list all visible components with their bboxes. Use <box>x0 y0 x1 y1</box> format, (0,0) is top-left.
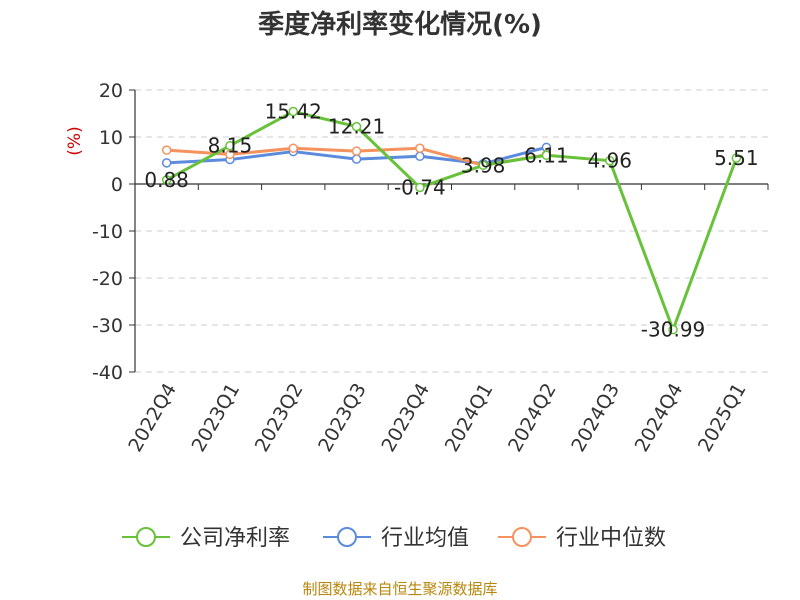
data-point <box>541 150 552 161</box>
x-tick-label: 2024Q1 <box>441 380 498 456</box>
data-point <box>288 106 298 117</box>
x-tick-label: 2023Q2 <box>251 380 308 456</box>
x-tick-label: 2023Q4 <box>377 380 434 456</box>
legend: 公司净利率 行业均值 行业中位数 <box>122 526 666 551</box>
data-point <box>415 182 425 193</box>
data-label: 3.98 <box>461 153 506 177</box>
data-point <box>415 151 425 162</box>
data-point <box>351 146 362 156</box>
x-tick-label: 2023Q1 <box>188 380 245 456</box>
y-tick-label: -10 <box>92 221 123 243</box>
data-point <box>225 140 235 151</box>
y-tick-label: -20 <box>92 268 123 290</box>
data-label: 15.42 <box>265 100 322 124</box>
data-point <box>668 324 678 335</box>
y-tick-label: 10 <box>99 127 123 149</box>
data-point <box>351 154 362 164</box>
series-line <box>165 110 738 332</box>
data-label: -30.99 <box>641 318 705 342</box>
legend-marker <box>136 527 156 547</box>
legend-marker <box>512 527 532 547</box>
y-tick-label: -40 <box>92 362 123 384</box>
data-point <box>161 158 172 168</box>
data-point <box>351 121 362 132</box>
x-tick-label: 2025Q1 <box>694 380 751 456</box>
data-label: 5.51 <box>714 146 759 170</box>
legend-label: 公司净利率 <box>180 526 290 551</box>
x-tick-label: 2024Q4 <box>631 380 688 456</box>
chart-title: 季度净利率变化情况(%) <box>258 10 542 40</box>
data-label: 6.11 <box>524 143 569 167</box>
data-point <box>478 160 488 171</box>
x-tick-label: 2023Q3 <box>314 380 371 456</box>
x-tick-label: 2024Q2 <box>504 380 561 456</box>
x-tick-label: 2022Q4 <box>124 380 181 456</box>
source-note: 制图数据来自恒生聚源数据库 <box>302 580 498 598</box>
y-tick-label: 0 <box>111 174 123 196</box>
data-label: -0.74 <box>394 175 446 199</box>
data-point <box>161 145 172 155</box>
data-point <box>415 143 425 154</box>
legend-label: 行业中位数 <box>556 526 666 551</box>
data-label: 8.15 <box>208 134 253 158</box>
data-label: 12.21 <box>328 115 385 139</box>
data-point <box>288 143 298 154</box>
data-point <box>731 153 742 163</box>
y-tick-label: 20 <box>99 80 123 102</box>
legend-label: 行业均值 <box>381 526 469 551</box>
x-tick-label: 2024Q3 <box>567 380 624 456</box>
data-point <box>605 155 615 166</box>
data-point <box>161 175 172 185</box>
series-lines <box>161 106 742 335</box>
data-label: 4.96 <box>587 149 632 173</box>
data-label: 0.88 <box>144 168 189 192</box>
legend-marker <box>337 527 357 547</box>
y-axis-label: (%) <box>65 126 85 155</box>
y-tick-label: -30 <box>92 315 123 337</box>
